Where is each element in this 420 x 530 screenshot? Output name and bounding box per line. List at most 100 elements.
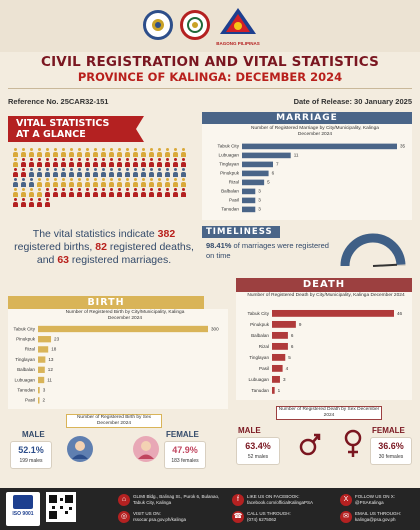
birth-sex-title-box — [66, 414, 162, 428]
death-value-label: 9 — [299, 322, 302, 327]
birth-female-box: 47.9% 183 females — [164, 441, 206, 469]
marriage-panel — [202, 124, 412, 220]
psa-logo — [143, 10, 173, 40]
person-icon — [12, 148, 19, 157]
death-male-box: 63.4% 52 males — [236, 437, 280, 465]
birth-bar — [38, 387, 40, 394]
person-icon — [28, 178, 35, 187]
person-icon — [124, 188, 131, 197]
footer-email-link[interactable]: kalinga@psa.gov.ph — [355, 517, 396, 522]
person-icon — [60, 178, 67, 187]
person-icon — [164, 148, 171, 157]
birth-male-count: 199 males — [19, 458, 43, 464]
person-icon — [140, 178, 147, 187]
glance-title-line1: VITAL STATISTICS — [16, 118, 110, 129]
marriage-value-label: 11 — [294, 153, 299, 158]
marriage-value-label: 3 — [258, 198, 261, 203]
birth-category-label: Pasil — [25, 398, 35, 403]
death-category-label: Lubuagan — [249, 377, 270, 382]
person-icon — [92, 158, 99, 167]
footer-fb-link[interactable]: facebook.com/officialKalingaPSA — [247, 500, 313, 505]
births-count: 382 — [157, 228, 176, 240]
person-icon — [172, 148, 179, 157]
glance-text-pre: The vital statistics indicate — [32, 228, 158, 240]
person-icon — [156, 158, 163, 167]
person-icon — [20, 158, 27, 167]
person-icon — [172, 178, 179, 187]
person-icon — [92, 178, 99, 187]
person-icon — [20, 178, 27, 187]
qr-code-icon — [46, 492, 76, 522]
birth-category-label: Tabuk City — [14, 326, 36, 331]
person-icon — [84, 158, 91, 167]
person-icon — [180, 178, 187, 187]
person-icon — [92, 188, 99, 197]
birth-female-label: FEMALE — [166, 430, 199, 439]
bagong-pilipinas-logo — [218, 6, 258, 46]
person-icon — [76, 148, 83, 157]
person-icon — [148, 178, 155, 187]
person-icon — [92, 148, 99, 157]
person-icon — [28, 168, 35, 177]
person-icon — [20, 168, 27, 177]
person-icon — [132, 188, 139, 197]
marriage-bar — [242, 188, 256, 195]
person-icon — [132, 148, 139, 157]
death-male-count: 52 males — [247, 454, 269, 460]
person-icon — [36, 188, 43, 197]
death-female-count: 30 females — [378, 454, 404, 460]
birth-bar — [38, 346, 49, 353]
person-icon — [108, 148, 115, 157]
iso-badge: ISO 9001 — [6, 492, 40, 526]
person-icon — [140, 158, 147, 167]
marriage-bar — [242, 143, 397, 150]
person-icon — [156, 178, 163, 187]
person-icon — [140, 188, 147, 197]
person-icon — [116, 178, 123, 187]
person-icon — [52, 158, 59, 167]
person-icon — [68, 148, 75, 157]
person-icon — [36, 198, 43, 207]
death-value-label: 46 — [397, 311, 403, 316]
person-icon — [132, 158, 139, 167]
people-icon-grid — [12, 148, 192, 207]
death-category-label: Tabuk City — [248, 311, 270, 316]
death-male-label: MALE — [238, 426, 261, 435]
email-icon: ✉ — [340, 511, 352, 523]
person-icon — [116, 158, 123, 167]
person-icon — [60, 148, 67, 157]
person-icon — [44, 198, 51, 207]
divider — [8, 88, 412, 89]
marriage-header: MARRIAGE — [202, 112, 412, 124]
person-icon — [36, 178, 43, 187]
glance-title-line2: AT A GLANCE — [16, 129, 86, 140]
baby-boy-icon — [67, 436, 93, 462]
death-bar — [272, 331, 288, 339]
birth-category-label: Rizal — [25, 347, 35, 352]
person-icon — [100, 178, 107, 187]
birth-bar — [38, 366, 45, 373]
person-icon — [116, 168, 123, 177]
person-icon — [84, 178, 91, 187]
person-icon — [180, 168, 187, 177]
person-icon — [140, 148, 147, 157]
death-value-label: 6 — [291, 344, 294, 349]
death-bar — [272, 309, 394, 317]
person-icon — [100, 188, 107, 197]
person-icon — [172, 188, 179, 197]
birth-value-label: 18 — [51, 347, 57, 352]
marriage-category-label: Tabuk City — [218, 144, 240, 149]
person-icon — [172, 168, 179, 177]
globe-icon: ◎ — [118, 511, 130, 523]
header-band — [0, 0, 420, 52]
footer-call-value[interactable]: (074) 6275062 — [247, 517, 277, 522]
death-chart-title: Number of Registered Death by City/Munic… — [247, 293, 405, 298]
death-male-pct: 63.4% — [245, 441, 271, 451]
footer-visit-link[interactable]: rssocar.psa.gov.ph/kalinga — [133, 517, 186, 522]
person-icon — [60, 158, 67, 167]
footer-x-link[interactable]: @PSAKalinga — [355, 500, 384, 505]
birth-value-label: 23 — [54, 337, 60, 342]
death-category-label: Tinglayan — [249, 355, 269, 360]
birth-male-box: 52.1% 199 males — [10, 441, 52, 469]
